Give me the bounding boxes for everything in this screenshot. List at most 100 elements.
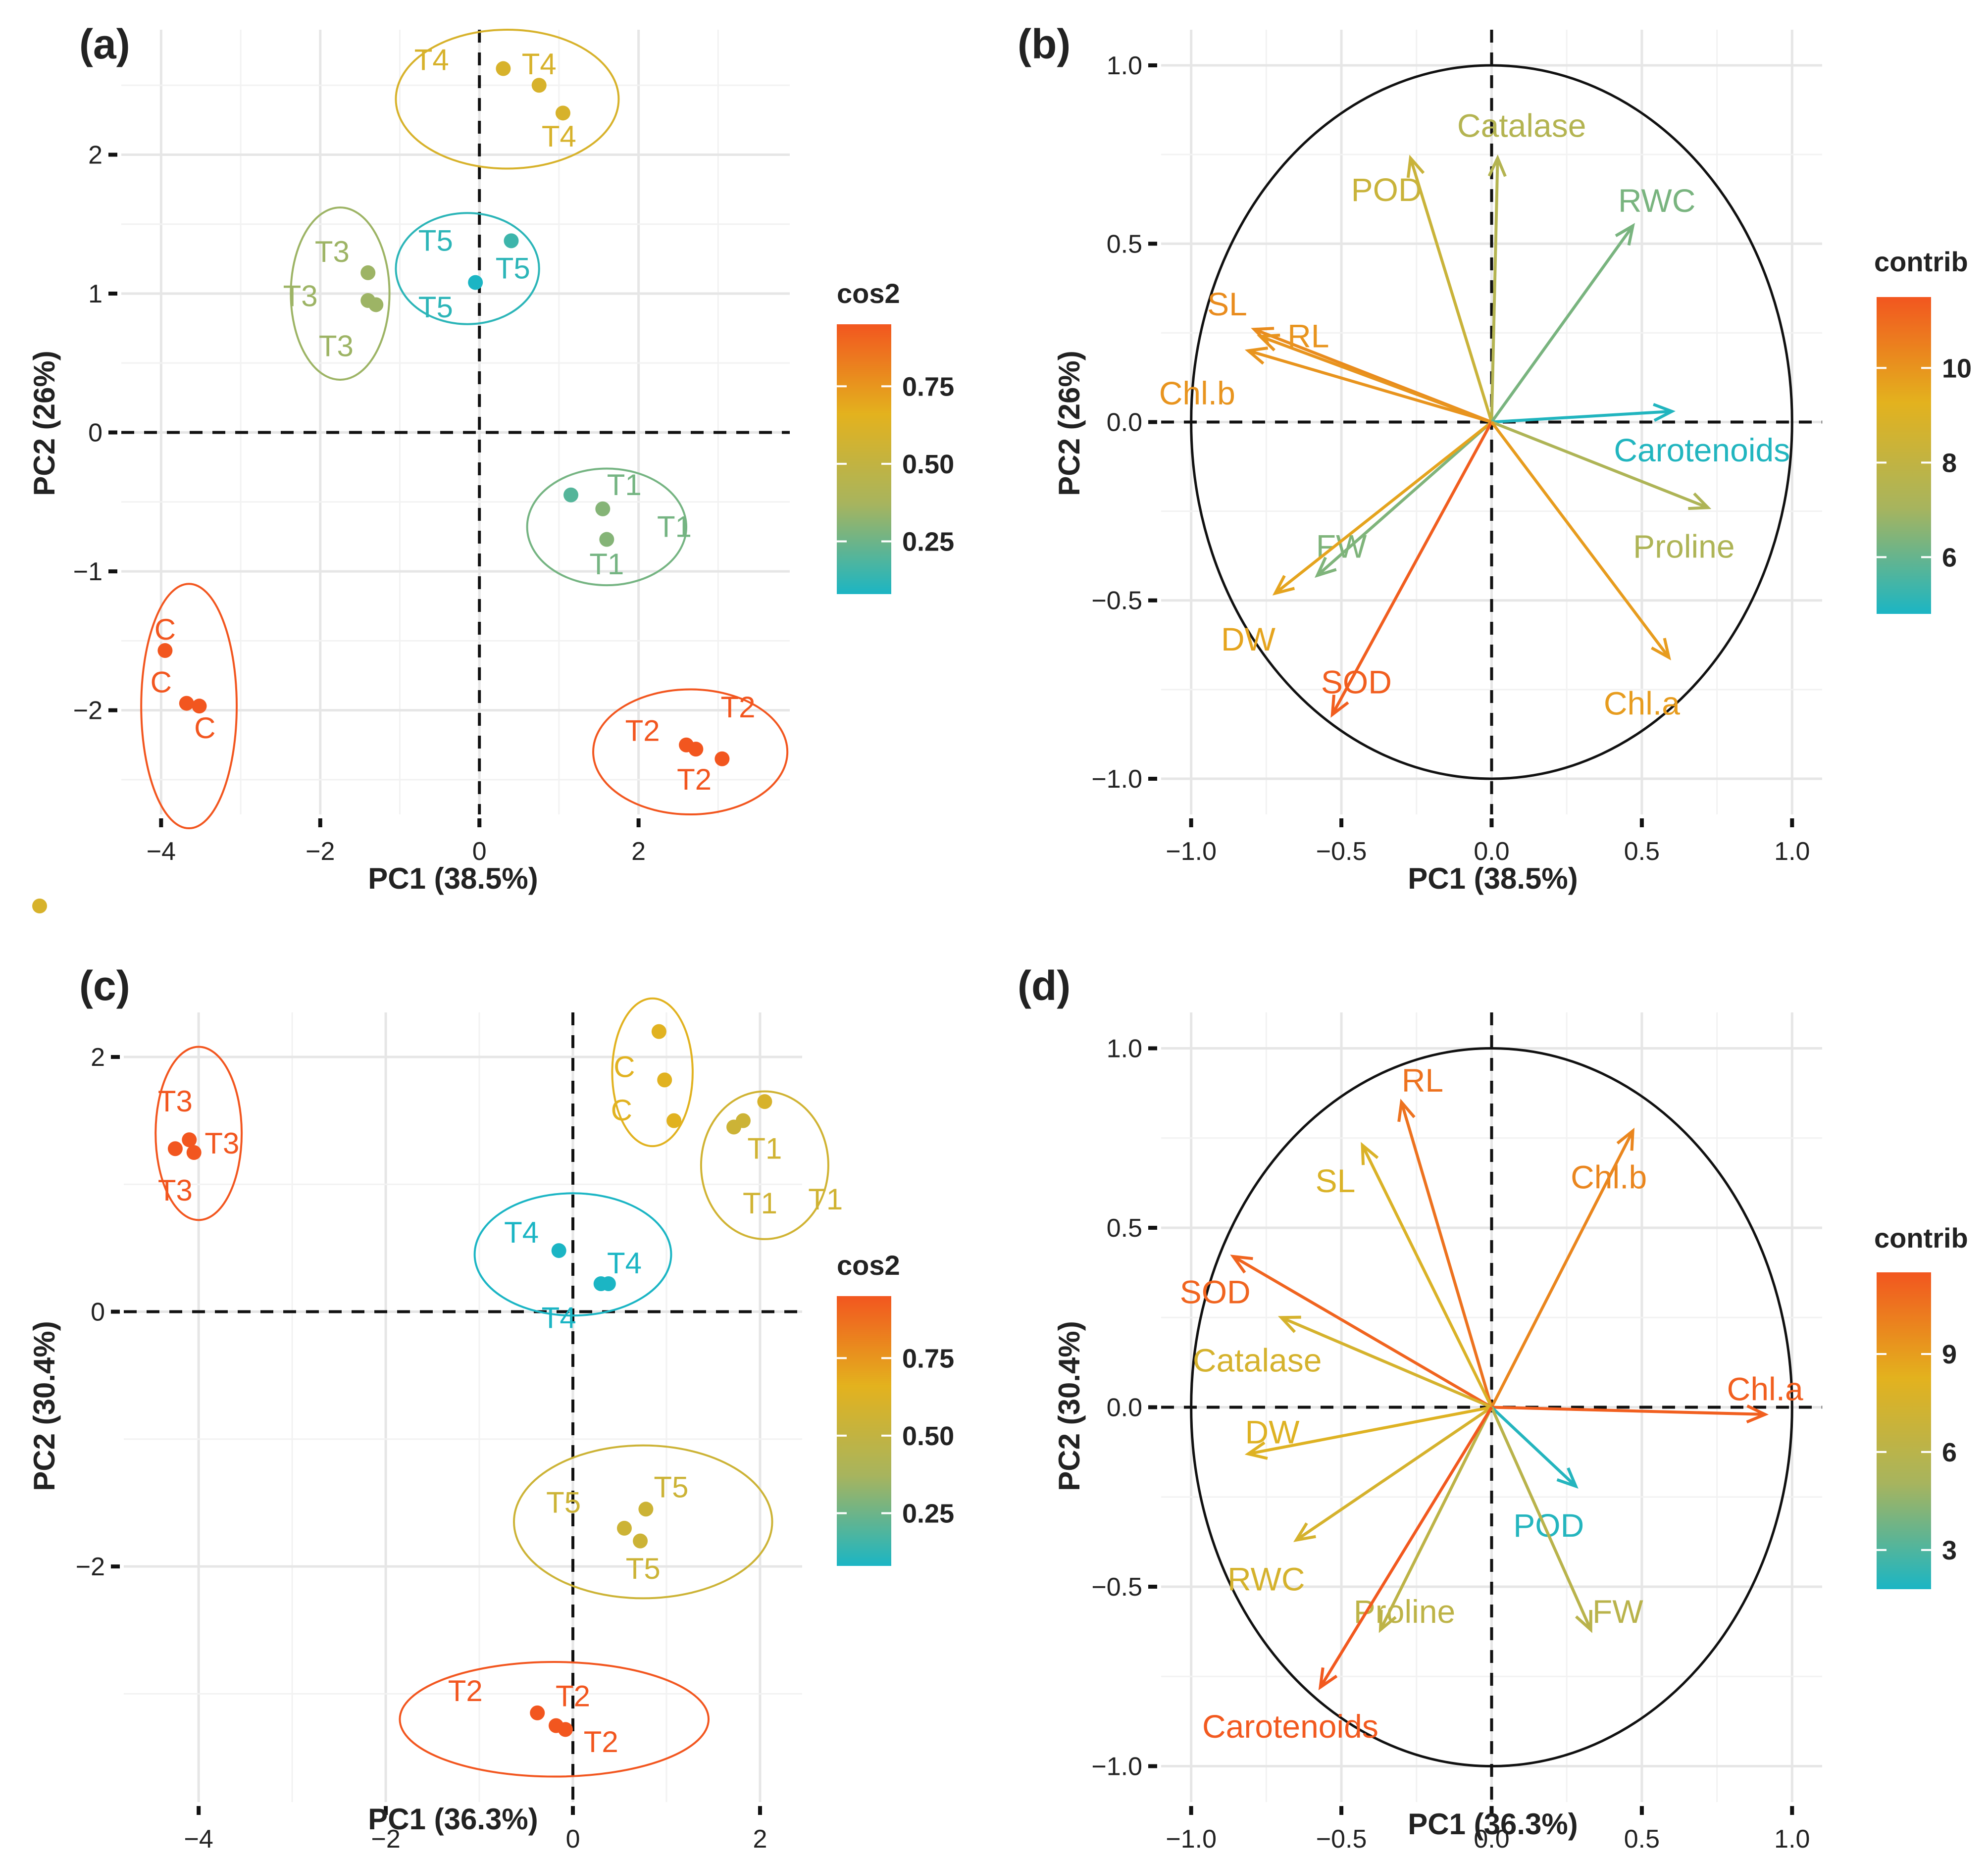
- x-tick-label: −2: [306, 837, 335, 866]
- data-point: [735, 1113, 751, 1128]
- variable-label: Carotenoids: [1614, 432, 1790, 468]
- variable-carotenoids: Carotenoids: [1202, 1406, 1493, 1745]
- point-label: T1: [747, 1132, 782, 1165]
- confidence-ellipse: [611, 997, 694, 1148]
- data-point: [555, 105, 570, 121]
- arrow-head: [1406, 154, 1425, 178]
- data-point: [595, 501, 611, 516]
- x-tick-label: 2: [753, 1825, 767, 1854]
- loading-arrow: [1248, 1406, 1492, 1456]
- variable-fw: FW: [1315, 421, 1493, 578]
- y-tick-label: 0: [88, 419, 102, 448]
- data-point: [633, 1533, 648, 1549]
- point-label: T2: [556, 1679, 590, 1712]
- data-point: [468, 275, 483, 290]
- arrow-head: [1653, 402, 1676, 422]
- y-axis-title: PC2 (30.4%): [1053, 1321, 1086, 1491]
- colour-legend: cos2 0.25 0.50 0.75: [837, 278, 954, 594]
- point-label: C: [194, 711, 215, 745]
- data-point: [360, 265, 376, 280]
- colour-bar-tick-label: 8: [1942, 448, 1957, 478]
- colour-bar-tick-label: 0.50: [902, 1421, 954, 1451]
- confidence-ellipse: [290, 206, 391, 381]
- point-label: T5: [496, 252, 530, 285]
- variable-fw: FW: [1490, 1406, 1643, 1633]
- confidence-ellipse: [700, 1090, 829, 1240]
- point-label: T1: [607, 468, 642, 502]
- y-tick-label: 0.5: [1107, 230, 1142, 258]
- x-tick-label: 0: [472, 837, 487, 866]
- point-label: T4: [504, 1216, 539, 1249]
- data-point: [182, 1132, 197, 1148]
- group-t1: T1 T1 T1: [700, 1090, 843, 1240]
- y-tick-label: −1.0: [1091, 765, 1142, 794]
- arrow-head: [1378, 1609, 1397, 1633]
- x-tick-label: −4: [147, 837, 176, 866]
- variable-proline: Proline: [1354, 1406, 1493, 1633]
- variable-carotenoids: Carotenoids: [1491, 402, 1790, 468]
- panel-letter: (b): [1018, 21, 1070, 67]
- group-t1: T1 T1 T1: [526, 467, 692, 587]
- variable-label: Chl.b: [1571, 1159, 1647, 1196]
- point-label: T2: [584, 1725, 618, 1758]
- loading-arrow: [1331, 421, 1493, 715]
- confidence-ellipse: [140, 583, 238, 830]
- variable-rl: RL: [1257, 318, 1492, 424]
- data-point: [601, 1276, 616, 1291]
- point-label: T2: [721, 691, 756, 724]
- point-label: T3: [204, 1127, 239, 1160]
- arrow-head: [1397, 1099, 1416, 1122]
- x-tick-label: −0.5: [1316, 837, 1367, 866]
- loading-arrow: [1232, 1255, 1493, 1409]
- arrow-head: [1688, 492, 1712, 510]
- loading-arrow: [1409, 157, 1493, 423]
- arrow-head: [1361, 1142, 1379, 1165]
- legend-title: contrib: [1874, 1222, 1968, 1254]
- confidence-ellipse: [395, 29, 620, 170]
- group-t4: T4 T4 T4: [473, 1192, 672, 1334]
- variable-rl: RL: [1397, 1062, 1493, 1408]
- y-tick-label: 2: [91, 1043, 105, 1072]
- y-axis-title: PC2 (26%): [28, 351, 61, 496]
- y-tick-label: −1: [73, 557, 102, 586]
- panel-letter: (a): [79, 21, 130, 67]
- confidence-ellipse: [526, 467, 688, 587]
- loading-arrow: [1490, 225, 1634, 423]
- point-label: C: [154, 613, 176, 646]
- data-point: [563, 487, 579, 502]
- variable-label: DW: [1245, 1413, 1300, 1450]
- colour-bar-tick-label: 0.25: [902, 1499, 954, 1529]
- loading-arrow: [1490, 1406, 1592, 1631]
- variable-chl-b: Chl.b: [1490, 1127, 1647, 1408]
- loading-arrow: [1280, 1316, 1492, 1409]
- y-tick-label: 0.0: [1107, 408, 1142, 437]
- arrow-head: [1293, 1522, 1316, 1542]
- data-point: [666, 1113, 682, 1128]
- colour-bar-tick-label: 0.25: [902, 527, 954, 557]
- loading-arrow: [1491, 420, 1709, 509]
- data-point: [179, 696, 194, 711]
- loading-arrow: [1319, 1406, 1493, 1688]
- data-point: [638, 1502, 654, 1517]
- loading-arrow: [1260, 335, 1492, 424]
- group-t5: T5 T5 T5: [395, 212, 540, 325]
- point-label: T3: [158, 1174, 193, 1207]
- arrow-head: [1244, 1441, 1268, 1460]
- loading-arrow: [1361, 1144, 1493, 1408]
- variable-label: RWC: [1618, 182, 1695, 219]
- point-label: C: [613, 1051, 635, 1084]
- arrow-head: [1257, 333, 1280, 352]
- data-point: [496, 61, 511, 76]
- point-label: T1: [808, 1183, 843, 1216]
- arrow-head: [1330, 695, 1349, 718]
- data-point: [688, 742, 704, 757]
- variable-chl-a: Chl.a: [1490, 421, 1680, 722]
- correlation-circle: [1190, 1047, 1793, 1767]
- colour-legend: cos2 0.25 0.50 0.75: [837, 1250, 954, 1566]
- y-tick-label: −0.5: [1091, 1573, 1142, 1602]
- y-tick-label: 0.5: [1107, 1214, 1142, 1243]
- data-point: [651, 1024, 666, 1039]
- confidence-ellipse: [512, 1444, 773, 1600]
- legend-title: cos2: [837, 278, 900, 309]
- x-axis-title: PC1 (38.5%): [368, 862, 538, 895]
